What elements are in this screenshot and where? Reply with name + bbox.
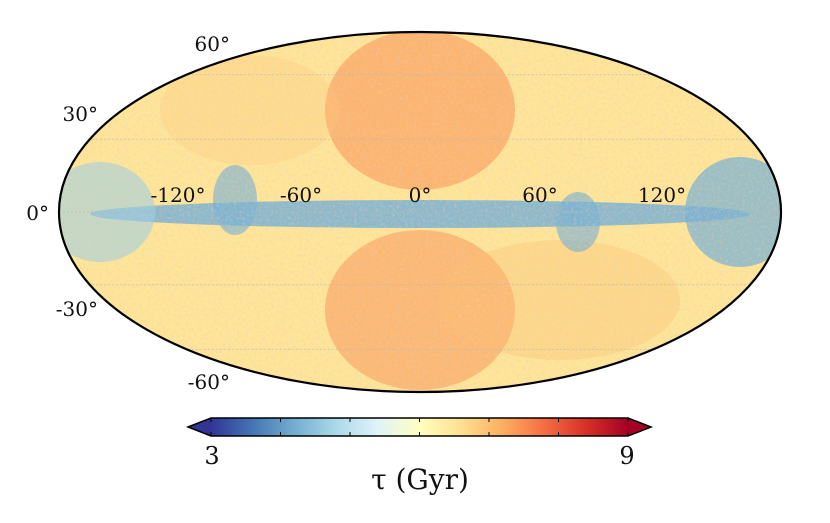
latitude-tick-label: -30° <box>56 297 98 321</box>
longitude-tick-label: -60° <box>280 183 322 207</box>
colorbar-gradient <box>211 418 628 436</box>
latitude-tick-label: 0° <box>26 201 49 225</box>
colorbar-label: τ (Gyr) <box>371 463 469 496</box>
colorbar-ticks <box>210 418 629 436</box>
longitude-tick-label: 0° <box>409 183 432 207</box>
longitude-tick-label: 120° <box>638 183 686 207</box>
colorbar-tick-label-min: 3 <box>204 442 219 470</box>
sky-map-texture <box>59 32 781 392</box>
latitude-tick-labels: 60° 30° 0° -30° -60° <box>26 32 230 394</box>
graticule <box>59 74 781 350</box>
colorbar: 3 9 τ (Gyr) <box>185 417 654 496</box>
longitude-tick-label: 60° <box>522 183 557 207</box>
sky-map <box>59 32 781 392</box>
colorbar-extend-min <box>188 418 211 436</box>
latitude-tick-label: -60° <box>188 370 230 394</box>
sky-map-border <box>57 30 783 394</box>
longitude-tick-label: -120° <box>151 183 206 207</box>
latitude-tick-label: 30° <box>63 102 98 126</box>
colorbar-tick-label-max: 9 <box>619 442 634 470</box>
latitude-tick-label: 60° <box>195 32 230 56</box>
longitude-tick-labels: -120° -60° 0° 60° 120° <box>151 183 687 207</box>
colorbar-extend-max <box>628 418 651 436</box>
